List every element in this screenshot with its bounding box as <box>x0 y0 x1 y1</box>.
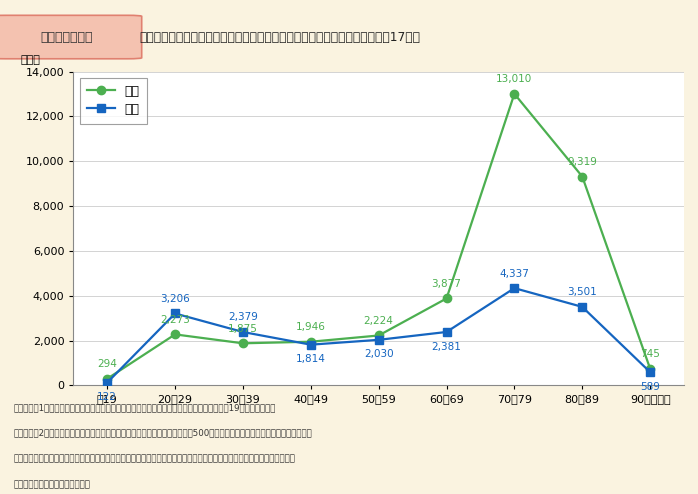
女性 <box>510 91 519 97</box>
Text: 1,814: 1,814 <box>296 354 326 364</box>
Line: 女性: 女性 <box>103 89 654 383</box>
Text: 4,337: 4,337 <box>500 269 529 279</box>
Text: 2．消費者相談は，全国の消費生活センター（地方自治体の機関約500カ所）に寄せられた「認知症高齢者，障害の: 2．消費者相談は，全国の消費生活センター（地方自治体の機関約500カ所）に寄せら… <box>14 429 313 438</box>
Text: 122: 122 <box>97 392 117 402</box>
Text: 2,224: 2,224 <box>364 316 394 326</box>
FancyBboxPatch shape <box>0 15 142 59</box>
男性 <box>510 285 519 291</box>
Text: 2,030: 2,030 <box>364 349 394 360</box>
女性 <box>578 173 586 179</box>
女性 <box>646 366 654 371</box>
男性 <box>171 311 179 317</box>
Line: 男性: 男性 <box>103 284 654 387</box>
Text: 589: 589 <box>640 382 660 392</box>
Legend: 女性, 男性: 女性, 男性 <box>80 78 147 124</box>
Text: 第１－４－７図: 第１－４－７図 <box>40 31 93 43</box>
Text: 3,206: 3,206 <box>161 294 190 304</box>
Text: 3,877: 3,877 <box>431 279 461 289</box>
Text: 745: 745 <box>640 349 660 359</box>
Text: 294: 294 <box>97 359 117 369</box>
女性 <box>171 331 179 337</box>
Text: 13,010: 13,010 <box>496 74 533 84</box>
Text: 9,319: 9,319 <box>567 157 597 167</box>
男性 <box>578 304 586 310</box>
Text: （備考）　1．独立行政法人国民生活センター「高齢者と障害のある人の消費者相談」（平成19年）より作成。: （備考） 1．独立行政法人国民生活センター「高齢者と障害のある人の消費者相談」（… <box>14 403 276 412</box>
Y-axis label: （件）: （件） <box>21 55 40 65</box>
Text: 3,501: 3,501 <box>567 287 597 297</box>
女性 <box>239 340 247 346</box>
Text: ある人等が契約当事者（契約をした人）である相談」のうち，判断能力に問題のある人が契約当事者であるこ: ある人等が契約当事者（契約をした人）である相談」のうち，判断能力に問題のある人が… <box>14 454 296 463</box>
男性 <box>306 342 315 348</box>
男性 <box>239 329 247 335</box>
Text: 2,273: 2,273 <box>160 315 190 325</box>
Text: 2,379: 2,379 <box>228 312 258 323</box>
Text: とが明らかな相談。: とが明らかな相談。 <box>14 480 91 489</box>
Text: 1,946: 1,946 <box>296 322 326 332</box>
Text: 2,381: 2,381 <box>431 342 461 352</box>
Text: 1,875: 1,875 <box>228 324 258 333</box>
男性 <box>646 369 654 375</box>
男性 <box>443 329 451 335</box>
Text: 判断能力に問題がある人の消費者被害相談件数（性別・年代別）（平成８～17年）: 判断能力に問題がある人の消費者被害相談件数（性別・年代別）（平成８～17年） <box>140 31 421 43</box>
女性 <box>306 339 315 345</box>
男性 <box>103 379 112 385</box>
女性 <box>103 376 112 382</box>
女性 <box>443 295 451 301</box>
女性 <box>374 332 383 338</box>
男性 <box>374 337 383 343</box>
